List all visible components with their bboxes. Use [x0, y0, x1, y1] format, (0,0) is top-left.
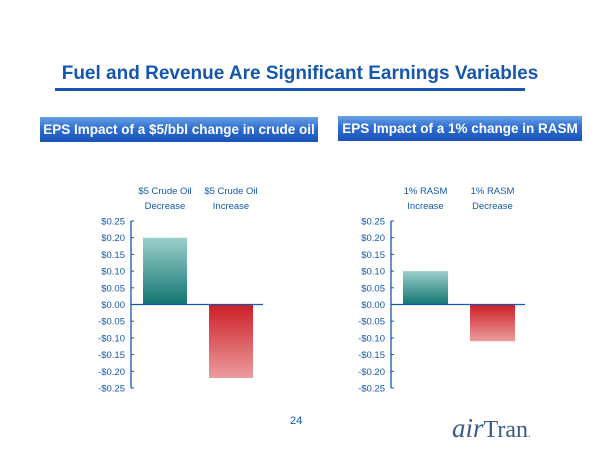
y-tick-label: $0.25: [101, 217, 125, 228]
y-tick-label: -$0.05: [98, 317, 125, 328]
y-tick-label: $0.20: [101, 233, 125, 244]
y-tick-label: -$0.15: [98, 350, 125, 361]
category-label: Decrease: [145, 201, 186, 212]
y-tick-label: $0.05: [101, 283, 125, 294]
slide-title: Fuel and Revenue Are Significant Earning…: [61, 63, 539, 84]
category-label: Increase: [407, 201, 443, 212]
y-tick-label: -$0.15: [358, 350, 385, 361]
category-label: 1% RASM: [471, 186, 515, 197]
y-tick-label: -$0.05: [358, 317, 385, 328]
bar-1: [143, 237, 187, 305]
y-tick-label: $0.00: [361, 300, 385, 311]
y-tick-label: -$0.25: [358, 384, 385, 395]
bar-2: [470, 304, 515, 342]
y-tick-label: $0.10: [101, 267, 125, 278]
category-label: $5 Crude Oil: [204, 186, 257, 197]
category-label: Increase: [213, 201, 249, 212]
category-label: Decrease: [472, 201, 513, 212]
chart-2-header: EPS Impact of a 1% change in RASM: [338, 116, 582, 141]
category-label: 1% RASM: [404, 186, 448, 197]
y-tick-label: $0.15: [361, 250, 385, 261]
bar-2: [209, 304, 253, 378]
y-tick-label: -$0.25: [98, 384, 125, 395]
y-tick-label: -$0.10: [98, 333, 125, 344]
category-label: $5 Crude Oil: [138, 186, 191, 197]
title-underline: [55, 88, 525, 91]
y-tick-label: -$0.20: [98, 367, 125, 378]
bar-1: [403, 271, 448, 305]
y-tick-label: $0.15: [101, 250, 125, 261]
y-tick-label: $0.20: [361, 233, 385, 244]
y-tick-label: $0.10: [361, 267, 385, 278]
y-tick-label: $0.25: [361, 217, 385, 228]
y-tick-label: $0.05: [361, 283, 385, 294]
y-tick-label: -$0.20: [358, 367, 385, 378]
airtran-logo: airTran.: [452, 413, 531, 443]
y-tick-label: -$0.10: [358, 333, 385, 344]
y-tick-label: $0.00: [101, 300, 125, 311]
chart-1-header: EPS Impact of a $5/bbl change in crude o…: [40, 117, 318, 142]
page-number: 24: [290, 415, 303, 427]
